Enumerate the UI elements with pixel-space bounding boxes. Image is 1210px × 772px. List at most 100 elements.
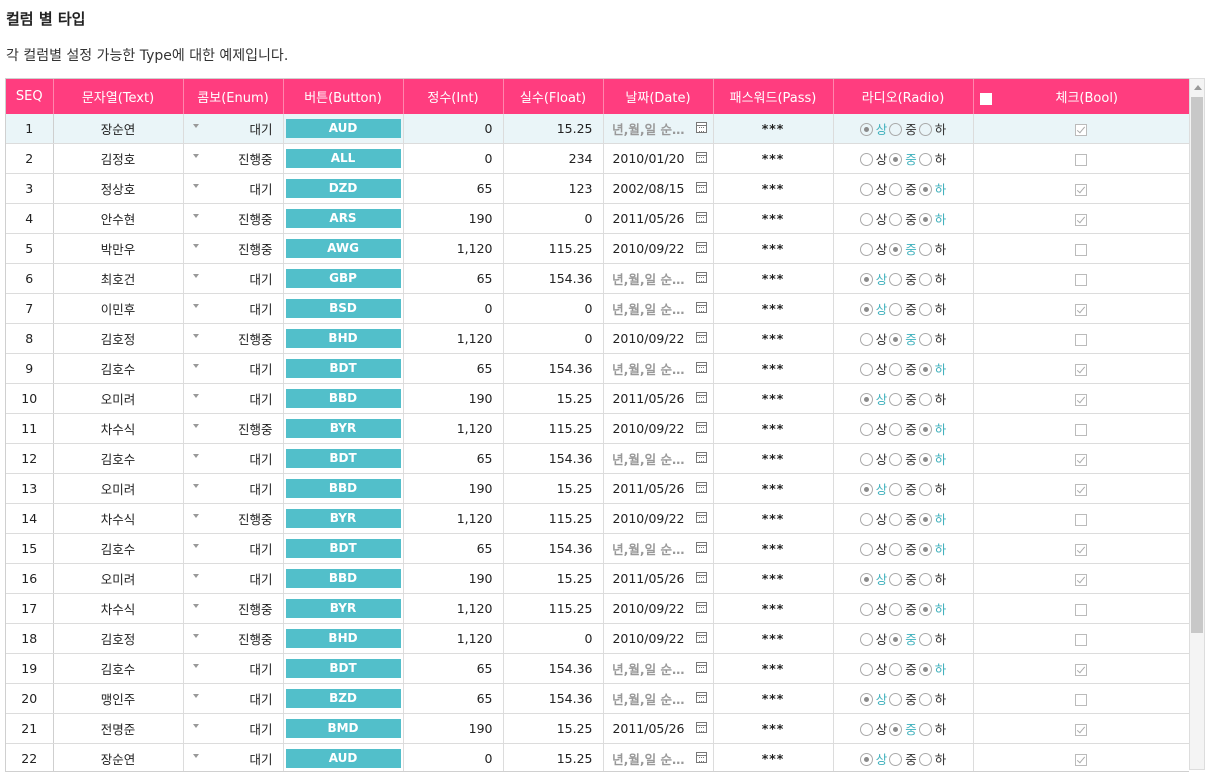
cell-date[interactable]: 년,월,일 순…	[603, 684, 713, 714]
radio-circle-icon[interactable]	[860, 423, 873, 436]
cell-date[interactable]: 2010/09/22	[603, 624, 713, 654]
radio-circle-icon[interactable]	[889, 123, 902, 136]
radio-option[interactable]: 하	[919, 329, 947, 348]
radio-circle-icon[interactable]	[860, 363, 873, 376]
header-radio[interactable]: 라디오(Radio)	[833, 79, 973, 114]
vertical-scrollbar[interactable]	[1189, 78, 1205, 770]
cell-date[interactable]: 2011/05/26	[603, 204, 713, 234]
cell-float[interactable]: 115.25	[503, 234, 603, 264]
calendar-icon[interactable]	[696, 452, 707, 463]
radio-option[interactable]: 하	[919, 689, 947, 708]
checkbox[interactable]	[1075, 724, 1087, 736]
cell-date[interactable]: 년,월,일 순…	[603, 354, 713, 384]
cell-text[interactable]: 이민후	[53, 294, 183, 324]
cell-float[interactable]: 115.25	[503, 504, 603, 534]
cell-float[interactable]: 123	[503, 174, 603, 204]
radio-circle-icon[interactable]	[919, 213, 932, 226]
radio-circle-icon[interactable]	[860, 153, 873, 166]
radio-option[interactable]: 중	[889, 359, 917, 378]
radio-circle-icon[interactable]	[919, 423, 932, 436]
calendar-icon[interactable]	[696, 182, 707, 193]
cell-date[interactable]: 년,월,일 순…	[603, 654, 713, 684]
cell-text[interactable]: 전명준	[53, 714, 183, 744]
radio-option[interactable]: 상	[860, 689, 888, 708]
chevron-down-icon[interactable]	[193, 664, 199, 668]
calendar-icon[interactable]	[696, 122, 707, 133]
row-button[interactable]: BBD	[286, 569, 401, 588]
radio-option[interactable]: 중	[889, 299, 917, 318]
header-date[interactable]: 날짜(Date)	[603, 79, 713, 114]
cell-int[interactable]: 0	[403, 294, 503, 324]
radio-option[interactable]: 하	[919, 509, 947, 528]
radio-circle-icon[interactable]	[860, 513, 873, 526]
select-all-checkbox[interactable]	[980, 93, 992, 105]
cell-enum[interactable]: 대기	[183, 294, 283, 324]
calendar-icon[interactable]	[696, 572, 707, 583]
checkbox[interactable]	[1075, 514, 1087, 526]
radio-circle-icon[interactable]	[889, 663, 902, 676]
radio-option[interactable]: 상	[860, 629, 888, 648]
cell-date[interactable]: 년,월,일 순…	[603, 264, 713, 294]
radio-option[interactable]: 하	[919, 359, 947, 378]
cell-date[interactable]: 2011/05/26	[603, 564, 713, 594]
cell-text[interactable]: 최호건	[53, 264, 183, 294]
radio-circle-icon[interactable]	[889, 453, 902, 466]
header-seq[interactable]: SEQ	[6, 79, 53, 114]
radio-option[interactable]: 상	[860, 599, 888, 618]
radio-circle-icon[interactable]	[860, 333, 873, 346]
chevron-down-icon[interactable]	[193, 244, 199, 248]
chevron-down-icon[interactable]	[193, 484, 199, 488]
cell-float[interactable]: 115.25	[503, 594, 603, 624]
cell-enum[interactable]: 대기	[183, 384, 283, 414]
radio-option[interactable]: 상	[860, 269, 888, 288]
cell-int[interactable]: 65	[403, 684, 503, 714]
radio-circle-icon[interactable]	[889, 693, 902, 706]
chevron-down-icon[interactable]	[193, 604, 199, 608]
cell-pass[interactable]: ***	[713, 444, 833, 474]
cell-int[interactable]: 0	[403, 114, 503, 144]
radio-circle-icon[interactable]	[860, 123, 873, 136]
calendar-icon[interactable]	[696, 752, 707, 763]
calendar-icon[interactable]	[696, 662, 707, 673]
cell-int[interactable]: 1,120	[403, 594, 503, 624]
cell-enum[interactable]: 진행중	[183, 234, 283, 264]
row-button[interactable]: BSD	[286, 299, 401, 318]
chevron-down-icon[interactable]	[193, 544, 199, 548]
cell-pass[interactable]: ***	[713, 354, 833, 384]
cell-int[interactable]: 65	[403, 174, 503, 204]
radio-circle-icon[interactable]	[919, 393, 932, 406]
cell-date[interactable]: 년,월,일 순…	[603, 534, 713, 564]
radio-option[interactable]: 상	[860, 119, 888, 138]
radio-option[interactable]: 상	[860, 449, 888, 468]
radio-option[interactable]: 상	[860, 299, 888, 318]
cell-float[interactable]: 0	[503, 624, 603, 654]
chevron-down-icon[interactable]	[193, 274, 199, 278]
radio-circle-icon[interactable]	[919, 603, 932, 616]
radio-option[interactable]: 상	[860, 509, 888, 528]
radio-option[interactable]: 중	[889, 389, 917, 408]
cell-float[interactable]: 154.36	[503, 684, 603, 714]
radio-option[interactable]: 중	[889, 509, 917, 528]
calendar-icon[interactable]	[696, 302, 707, 313]
row-button[interactable]: GBP	[286, 269, 401, 288]
chevron-down-icon[interactable]	[193, 724, 199, 728]
chevron-down-icon[interactable]	[193, 364, 199, 368]
radio-circle-icon[interactable]	[919, 303, 932, 316]
checkbox[interactable]	[1075, 154, 1087, 166]
cell-pass[interactable]: ***	[713, 414, 833, 444]
row-button[interactable]: AWG	[286, 239, 401, 258]
cell-date[interactable]: 2010/09/22	[603, 234, 713, 264]
radio-option[interactable]: 중	[889, 419, 917, 438]
radio-circle-icon[interactable]	[919, 363, 932, 376]
radio-circle-icon[interactable]	[860, 303, 873, 316]
radio-circle-icon[interactable]	[860, 633, 873, 646]
